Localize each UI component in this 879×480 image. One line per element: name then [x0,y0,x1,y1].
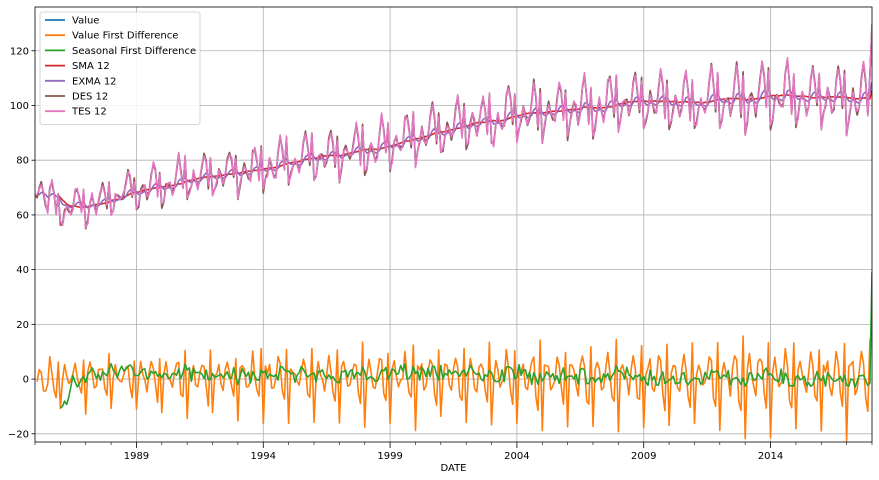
y-tick-label: 20 [16,320,29,331]
x-tick-label: 2004 [504,451,529,462]
y-tick-label: 120 [10,46,29,57]
legend-label: Value First Difference [72,31,178,42]
legend-label: Seasonal First Difference [72,46,196,57]
legend-label: EXMA 12 [72,76,117,87]
x-tick-label: 1999 [377,451,402,462]
y-tick-label: 100 [10,101,29,112]
series-line-6 [35,23,872,229]
x-tick-label: 2014 [758,451,783,462]
plot-frame [34,6,873,443]
series-line-2 [59,271,872,409]
series-lines [35,23,872,442]
legend: Value Value First Difference Seasonal Firs… [39,11,201,125]
legend-label: TES 12 [71,107,107,118]
grid [35,7,872,442]
series-line-1 [36,329,872,442]
x-tick-label: 1989 [124,451,149,462]
legend-label: DES 12 [72,92,108,103]
legend-label: Value [72,16,99,27]
y-tick-label: 80 [16,156,29,167]
legend-box [39,11,201,125]
y-tick-label: 60 [16,210,29,221]
x-axis-label: DATE [440,463,466,474]
x-tick-label: 2009 [631,451,656,462]
y-tick-label: −20 [8,429,29,440]
legend-label: SMA 12 [72,61,110,72]
x-tick-label: 1994 [251,451,276,462]
y-tick-label: 0 [23,375,29,386]
axis-ticks: −20 0 20 40 60 80 100 120 1989 1994 1999 2004 2009 20… [8,46,873,462]
y-tick-label: 40 [16,265,29,276]
